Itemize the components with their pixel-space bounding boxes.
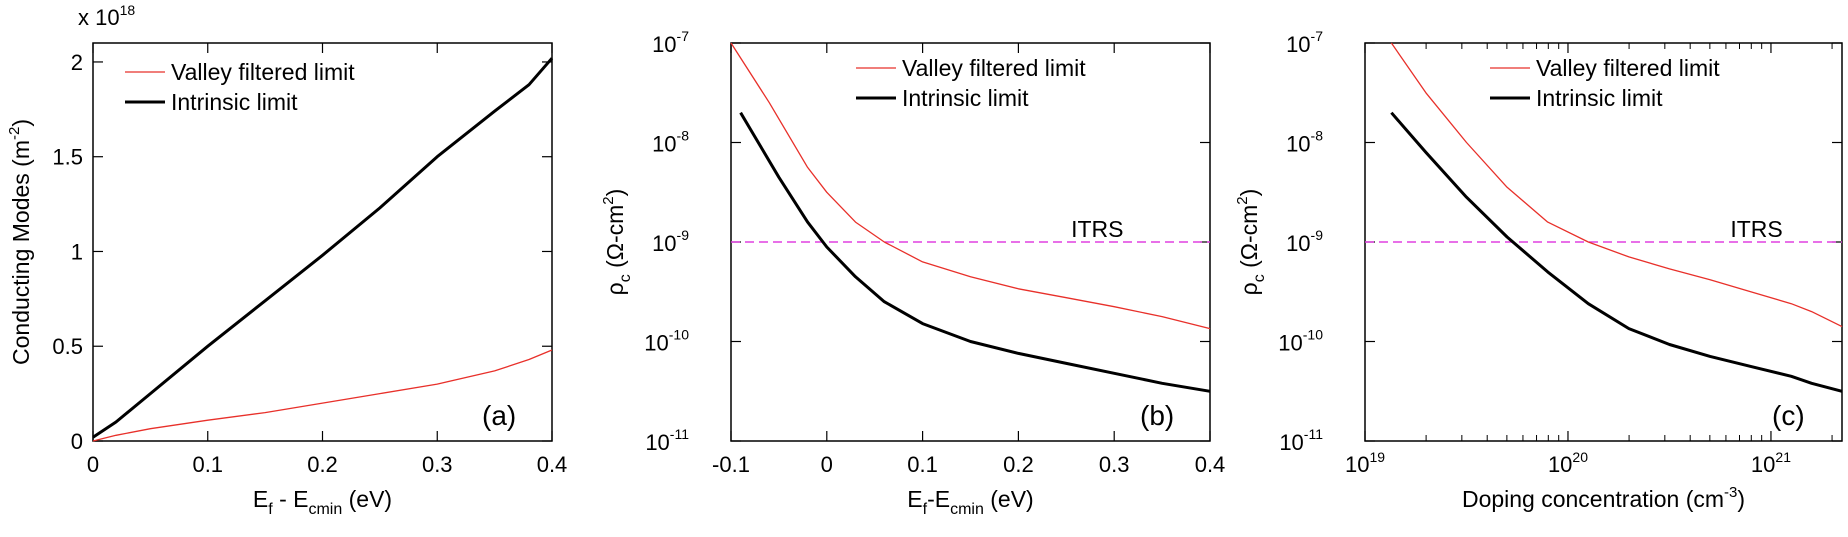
y-tick-label: 10-8	[1286, 128, 1323, 157]
y-axis-label: Conducting Modes (m-2)	[6, 119, 34, 365]
x-tick-label: -0.1	[712, 452, 750, 477]
series-line-valley-filtered	[1390, 42, 1843, 328]
y-axis-label: ρc (Ω-cm2)	[600, 189, 634, 296]
x-tick-label: 0.3	[422, 452, 453, 477]
series-line-valley-filtered	[730, 42, 1211, 330]
y-tick-label: 10-10	[1278, 327, 1323, 356]
panel-label: (a)	[482, 400, 516, 431]
y-tick-label: 10-9	[652, 227, 689, 256]
itrs-label: ITRS	[1071, 216, 1123, 242]
panel-label: (b)	[1140, 400, 1174, 431]
x-tick-label: 1021	[1751, 449, 1791, 477]
x-axis-label: Doping concentration (cm-3)	[1462, 484, 1745, 512]
panel-label: (c)	[1772, 400, 1805, 431]
y-tick-label: 10-10	[644, 327, 689, 356]
y-tick-label: 10-9	[1286, 227, 1323, 256]
x-tick-label: 0.4	[1195, 452, 1226, 477]
x-tick-label: 0.2	[1003, 452, 1034, 477]
y-tick-label: 0.5	[52, 334, 83, 359]
x-axis-label: Ef-Ecmin (eV)	[907, 486, 1033, 518]
x-tick-label: 0	[821, 452, 833, 477]
x-tick-label: 1020	[1548, 449, 1588, 477]
legend-label: Intrinsic limit	[902, 85, 1029, 111]
itrs-label: ITRS	[1730, 216, 1782, 242]
x-tick-label: 0.3	[1099, 452, 1130, 477]
chart-panel-3: 1019 1020 1021 10-7 10-8 10-9 10-10 10-11 ITRS Va…	[1234, 28, 1843, 512]
y-tick-label: 2	[71, 50, 83, 75]
y-axis-label: ρc (Ω-cm2)	[1234, 189, 1268, 296]
legend-label: Valley filtered limit	[171, 59, 355, 85]
x-tick-label: 0.4	[537, 452, 568, 477]
y-tick-label: 1	[71, 239, 83, 264]
legend-label: Valley filtered limit	[1536, 55, 1720, 81]
chart-panel-1: 0 0.1 0.2 0.3 0.4 0 0.5 1 1.5 2 x 1018 Valley filte…	[6, 2, 567, 518]
legend-label: Intrinsic limit	[171, 89, 298, 115]
series-line-valley-filtered	[92, 349, 553, 442]
x-tick-label: 0.1	[907, 452, 938, 477]
x-tick-label: 1019	[1345, 449, 1385, 477]
y-tick-label: 0	[71, 429, 83, 454]
legend-label: Intrinsic limit	[1536, 85, 1663, 111]
y-tick-label: 10-11	[645, 426, 689, 455]
y-tick-label: 10-7	[652, 28, 689, 57]
x-tick-label: 0.1	[192, 452, 223, 477]
exponent-label: x 1018	[78, 2, 135, 30]
x-axis-label: Ef - Ecmin (eV)	[253, 486, 392, 518]
series-line-intrinsic	[1390, 111, 1843, 393]
chart-panel-2: -0.1 0 0.1 0.2 0.3 0.4 10-7 10-8 10-9 10-10 10-11 I…	[600, 28, 1225, 518]
y-tick-label: 1.5	[52, 145, 83, 170]
y-tick-label: 10-8	[652, 128, 689, 157]
x-tick-label: 0	[87, 452, 99, 477]
x-tick-label: 0.2	[307, 452, 338, 477]
series-line-intrinsic	[739, 111, 1211, 393]
legend-label: Valley filtered limit	[902, 55, 1086, 81]
y-tick-label: 10-7	[1286, 28, 1323, 57]
y-tick-label: 10-11	[1279, 426, 1323, 455]
series-line-intrinsic	[92, 57, 554, 439]
